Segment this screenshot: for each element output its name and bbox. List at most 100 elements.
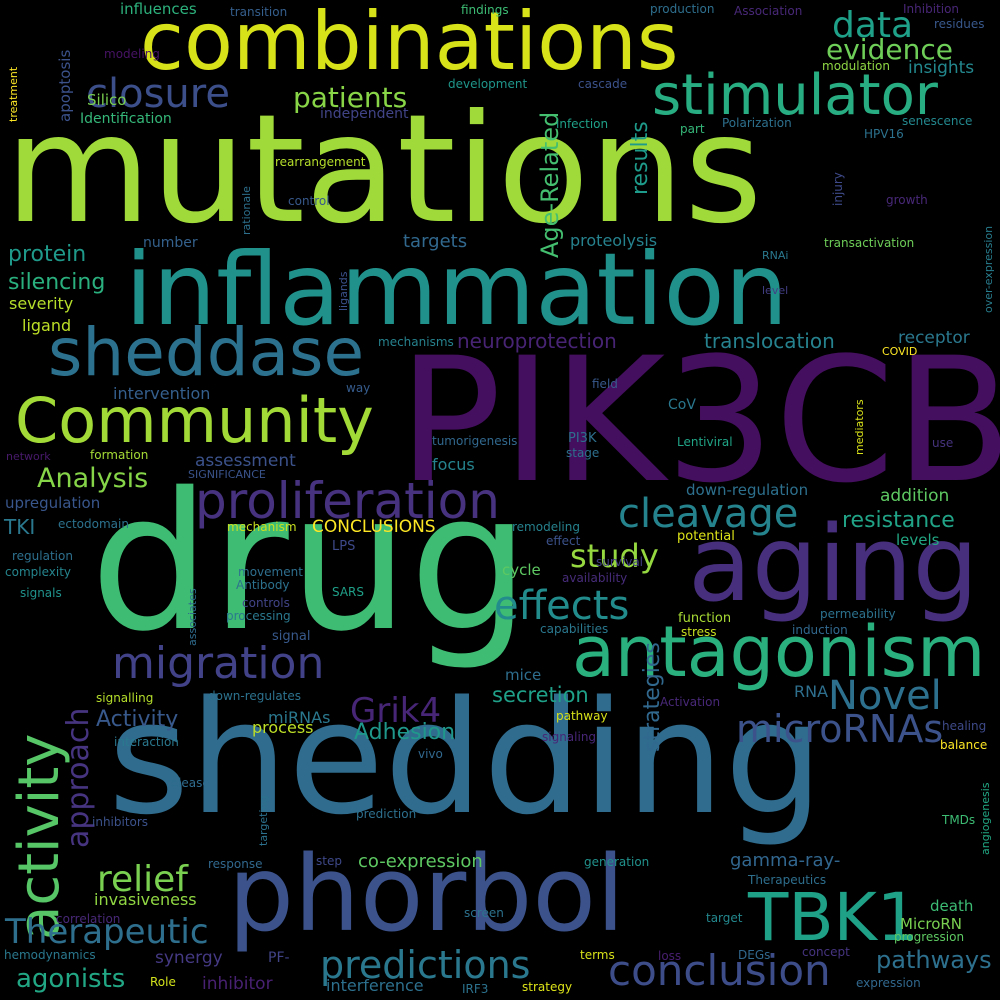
word-modulation: modulation [822,59,890,73]
word-movement: movement [238,565,303,579]
word-co-expression: co-expression [358,851,483,872]
word-polarization: Polarization [722,116,792,130]
word-potential: potential [677,529,735,544]
word-results: results [628,121,653,195]
word-treatment: treatment [7,66,20,122]
word-controls: controls [242,596,290,610]
word-pathway: pathway [556,709,608,723]
word-signal: signal [272,629,311,644]
word-screen: screen [464,906,504,920]
word-availability: availability [562,571,628,585]
word-effect: effect [546,534,581,548]
word-mechanism: mechanism [227,520,297,534]
word-irf3: IRF3 [462,982,489,996]
word-hemodynamics: hemodynamics [4,948,96,962]
word-inhibition: Inhibition [903,2,960,16]
word-associates: associates [186,588,199,646]
word-signalling: signalling [96,691,154,705]
word-sheddase: sheddase [48,314,365,391]
word-mutations: mutations [5,83,763,257]
word-generation: generation [584,855,650,869]
word-sars: SARS [332,585,365,599]
word-prediction: prediction [356,807,417,821]
word-mediators: mediators [853,399,866,455]
word-growth: growth [886,193,928,207]
word-production: production [650,2,715,16]
word-vivo: vivo [418,747,443,761]
word-influences: influences [120,0,197,18]
word-targeting: targeting [257,795,270,846]
word-terms: terms [580,948,615,962]
word-complexity: complexity [5,565,71,579]
word-microrn: MicroRN [900,915,963,933]
word-down-regulation: down-regulation [686,481,809,499]
word-inhibitor: inhibitor [202,974,273,994]
word-approach: approach [61,707,96,848]
word-stress: stress [681,625,717,639]
word-function: function [678,611,732,626]
word-down-regulates: down-regulates [208,689,302,703]
word-pf: PF- [268,950,290,966]
word-concept: concept [802,945,850,959]
word-loss: loss [658,949,682,963]
word-significance: SIGNIFICANCE [188,468,266,481]
word-analysis: Analysis [37,463,149,494]
word-translocation: translocation [704,329,835,353]
word-conclusions: CONCLUSIONS [312,517,436,537]
word-findings: findings [461,3,509,17]
word-residues: residues [934,17,985,31]
word-regulation: regulation [12,549,73,563]
word-therapeutics: Therapeutics [748,873,827,887]
word-ligands: ligands [337,271,350,311]
word-shedding: shedding [108,667,824,849]
word-use: use [932,436,954,450]
word-part: part [680,122,705,136]
word-activity: activity [7,733,72,940]
word-target: target [706,911,743,925]
word-resistance: resistance [842,508,955,533]
word-level: level [762,284,789,297]
word-survival: survival [596,555,644,569]
word-induction: induction [792,623,848,637]
word-therapeutic: Therapeutic [5,912,209,952]
word-association: Association [734,4,803,18]
word-mirnas: miRNAs [268,708,331,727]
word-progression: progression [894,930,965,944]
word-predictions: predictions [320,943,531,987]
word-community: Community [15,384,374,457]
word-balance: balance [940,738,988,752]
word-capabilities: capabilities [540,622,609,636]
word-formation: formation [90,448,149,462]
word-rna: RNA [794,682,829,701]
word-relief: relief [97,859,188,900]
word-upregulation: upregulation [5,494,101,512]
word-antagonism: antagonism [572,611,986,693]
word-synergy: synergy [155,948,223,968]
word-assessment: assessment [195,451,296,471]
word-conclusion: conclusion [608,946,831,995]
word-effects: effects [494,583,630,629]
word-remodeling: remodeling [512,520,580,534]
word-lentiviral: Lentiviral [677,435,733,449]
word-antibody: Antibody [236,578,290,592]
word-neuroprotection: neuroprotection [457,329,617,353]
word-targets: targets [403,231,468,252]
word-stimulator: stimulator [652,63,938,128]
word-cascade: cascade [578,77,628,91]
word-activation: Activation [660,695,721,709]
word-aging: aging [688,503,979,625]
word-identification: Identification [80,111,172,127]
word-field: field [592,377,618,391]
word-inflammation: inflammation [125,231,789,348]
word-ectodomain: ectodomain [58,517,129,531]
word-senescence: senescence [902,114,973,128]
word-expression: expression [856,976,921,990]
word-over-expression: over-expression [982,225,995,313]
word-micrornas: microRNAs [736,707,944,751]
word-adhesion: Adhesion [354,720,456,745]
word-proliferation: proliferation [195,472,500,530]
word-focus: focus [432,455,475,474]
word-silico: Silico [87,91,127,109]
word-permeability: permeability [820,607,896,621]
